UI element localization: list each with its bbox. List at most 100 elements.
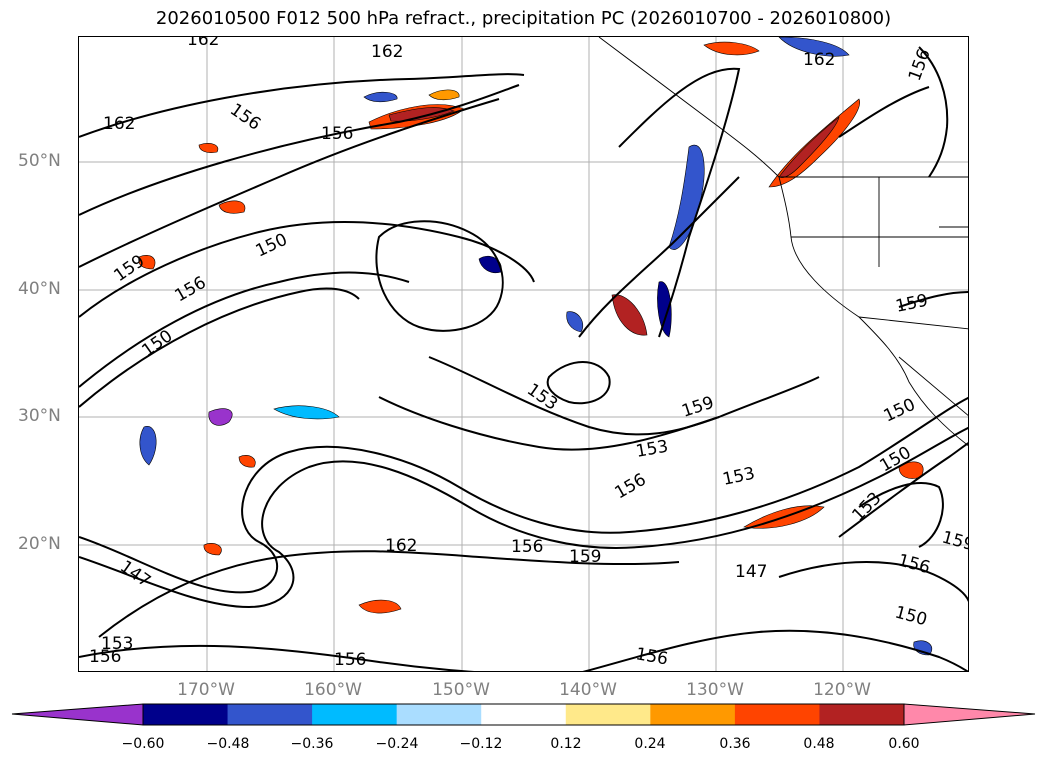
colorbar-segment [227,704,313,725]
precip-blob-positive [428,89,460,101]
colorbar-tick: 0.12 [550,736,582,752]
lon-label-130w: 130°W [686,680,744,700]
precip-blob-negative [208,408,233,426]
contour-label: 159 [569,547,601,567]
lon-label-170w: 170°W [177,680,235,700]
contour-line [79,98,500,268]
graticule [79,37,968,671]
precip-blob-positive [703,41,760,56]
contour-line [79,644,475,671]
contour-line [578,176,740,338]
colorbar-extend-low [12,704,143,725]
map-canvas: 162 162 162 162 156 156 156 156 156 156 … [79,37,969,671]
lat-label-20n: 20°N [18,534,61,554]
contour-label: 156 [321,124,353,144]
precipitation-shading [138,37,933,656]
precip-blob-negative [566,311,584,333]
lon-label-150w: 150°W [432,680,490,700]
contour-label: 156 [334,650,366,670]
lat-label-40n: 40°N [18,279,61,299]
colorbar-tick: 0.24 [634,736,666,752]
contour-line [838,86,930,138]
contour-label: 162 [371,42,403,62]
precip-blob-negative [657,281,672,338]
contour-label: 150 [253,230,291,262]
contour-label: 156 [511,537,543,557]
contour-line [79,271,410,388]
contour-label: 147 [735,562,767,582]
colorbar-tick: 0.60 [888,736,920,752]
contour-label: 156 [612,470,650,504]
precip-blob-negative [139,426,157,466]
lon-label-140w: 140°W [559,680,617,700]
contour-label: 156 [896,551,933,579]
contour-line [375,220,504,332]
contour-line [918,46,949,178]
contour-line [378,376,820,451]
colorbar-segment [819,704,905,725]
contour-line [582,629,968,671]
precip-blob-positive [138,255,156,270]
contour-line [858,482,944,548]
contour-label: 150 [893,603,930,631]
precip-blob-negative [273,405,340,420]
colorbar-tick: −0.48 [206,736,250,752]
precip-blob-positive [198,143,219,153]
colorbar-segment [734,704,820,725]
lon-label-160w: 160°W [304,680,362,700]
precip-blob-positive [778,116,840,178]
contour-line [778,561,968,603]
colorbar-tick: 0.36 [719,736,751,752]
colorbar [11,703,1036,726]
contour-label: 156 [172,273,210,307]
colorbar-segment [396,704,482,725]
contour-label: 156 [89,647,121,667]
colorbar-tick: −0.24 [375,736,419,752]
contour-label: 159 [940,528,969,556]
colorbar-segment [565,704,651,725]
contour-line [79,221,535,318]
contour-label: 156 [905,46,935,83]
precip-blob-positive [358,599,402,614]
contour-label: 162 [803,50,835,70]
contour-line [428,356,720,436]
contour-label: 159 [894,291,930,317]
lat-label-30n: 30°N [18,406,61,426]
colorbar-tick: −0.36 [290,736,334,752]
coastlines [598,37,968,446]
map-title: 2026010500 F012 500 hPa refract., precip… [155,8,892,29]
precip-blob-positive [611,294,648,336]
colorbar-segment [650,704,736,725]
contour-line [79,396,968,594]
contour-label: 153 [101,634,133,654]
contour-line [838,442,968,538]
precip-blob-negative [668,144,705,250]
precip-blob-positive [218,200,246,214]
contour-line [618,67,741,338]
contour-label: 153 [634,437,669,462]
contour-label: 162 [103,114,135,134]
colorbar-segments [12,704,1035,725]
contour-label: 156 [226,100,264,135]
contour-line [898,291,968,308]
contour-line [79,73,525,138]
precip-blob-positive [238,455,256,468]
contour-line [98,550,680,638]
colorbar-tick: −0.60 [121,736,165,752]
contour-line [546,361,611,405]
precip-blob-positive [203,543,222,556]
precip-blob-negative [778,37,850,57]
height-contours [79,46,968,671]
colorbar-tick: 0.48 [803,736,835,752]
lon-label-120w: 120°W [813,680,871,700]
colorbar-segment [143,704,229,725]
map-panel: 162 162 162 162 156 156 156 156 156 156 … [78,36,969,672]
contour-label: 150 [881,395,919,427]
contour-label: 156 [634,644,669,669]
contour-label: 150 [138,326,176,361]
contour-label: 162 [385,536,417,556]
colorbar-segment [481,704,567,725]
colorbar-extend-high [904,704,1035,725]
contour-line [79,426,968,609]
contour-label: 153 [721,464,757,490]
